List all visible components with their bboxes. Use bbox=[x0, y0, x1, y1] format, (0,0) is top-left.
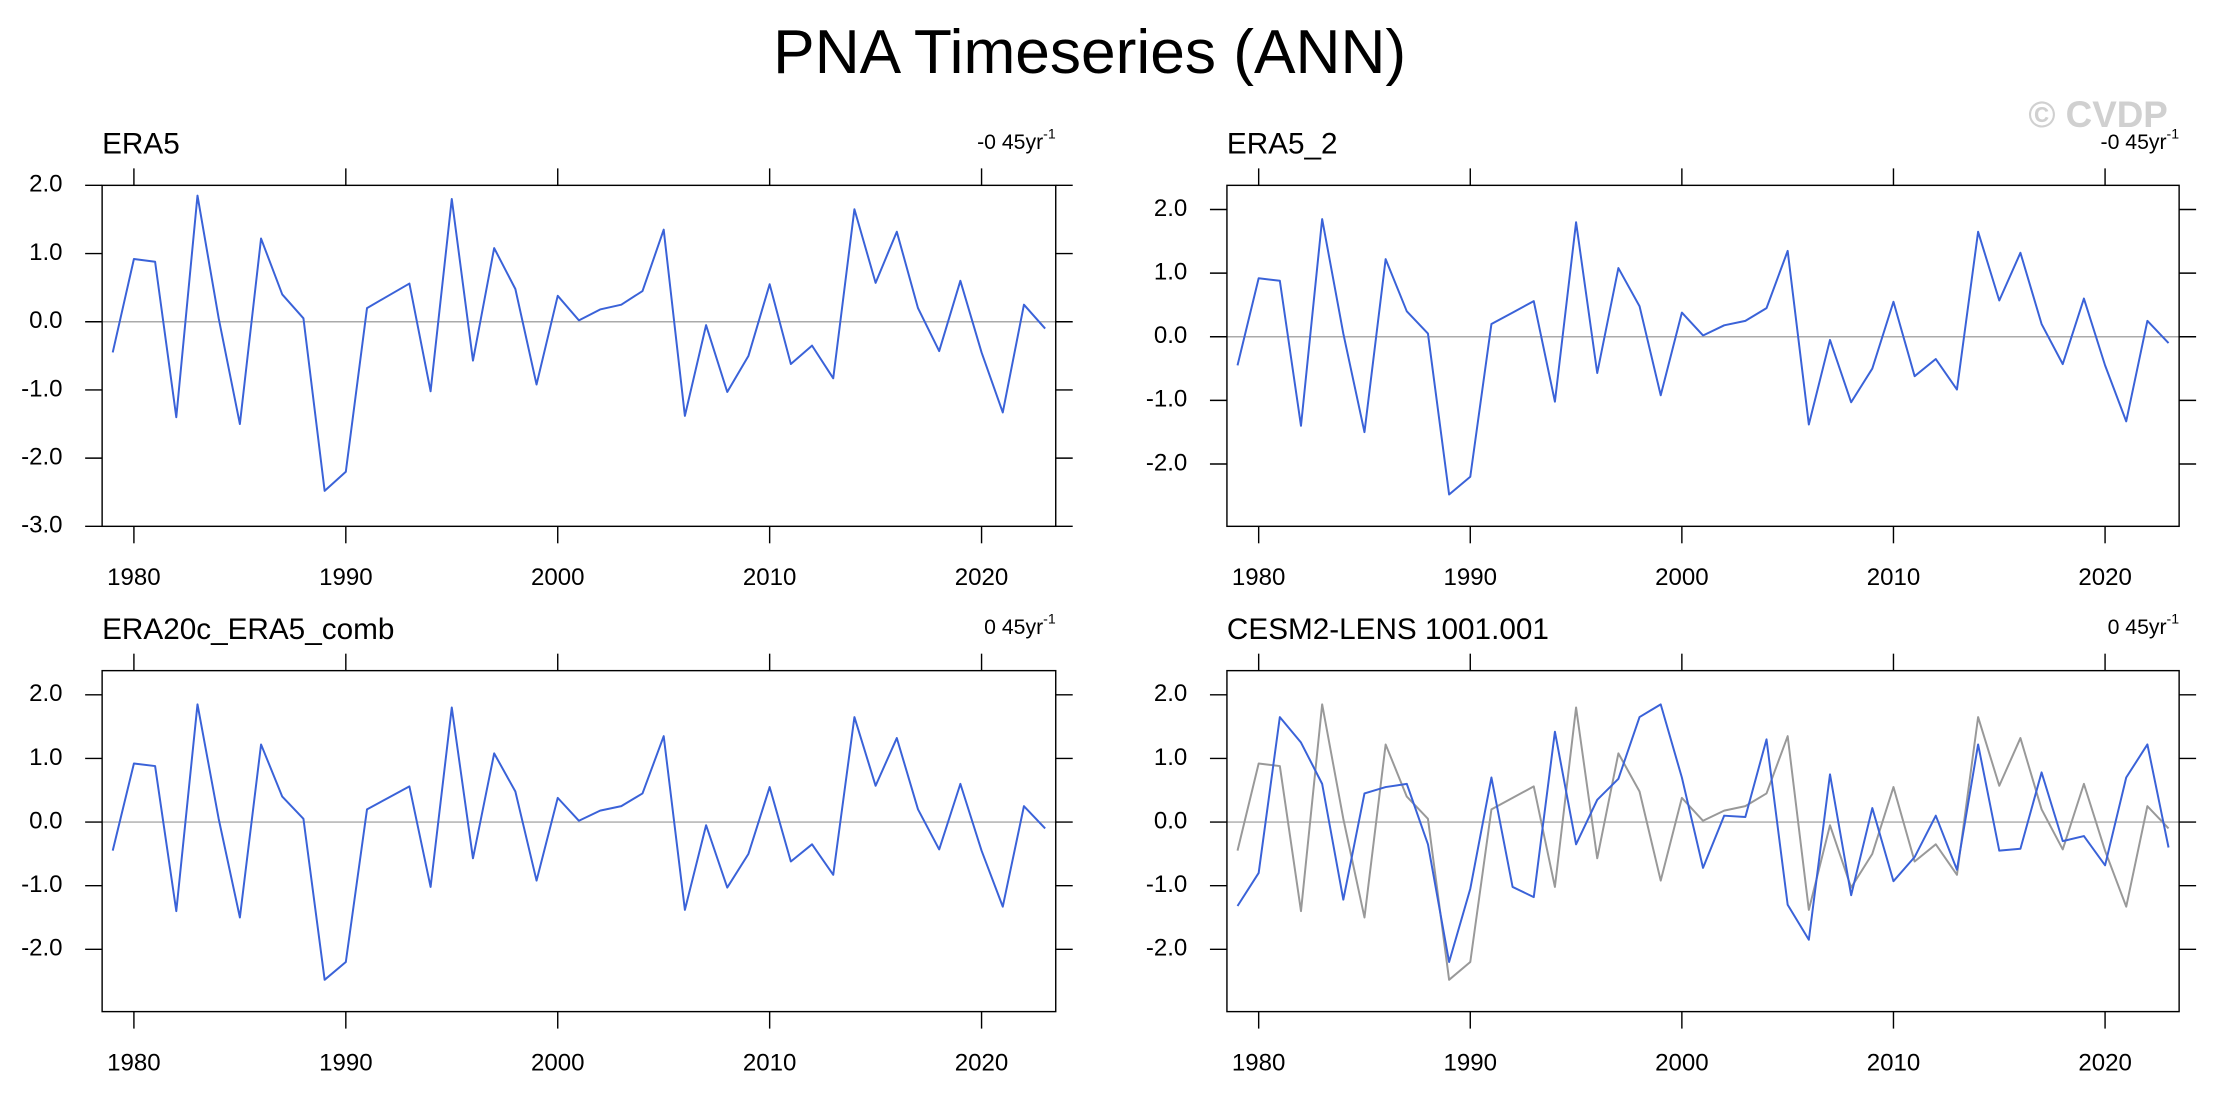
x-tick-label: 1990 bbox=[1444, 564, 1498, 591]
x-tick-label: 1990 bbox=[319, 564, 373, 591]
x-tick-label: 1980 bbox=[107, 564, 161, 591]
y-tick-label: -2.0 bbox=[21, 935, 62, 962]
x-tick-label: 2020 bbox=[2078, 1049, 2132, 1076]
plot-frame bbox=[101, 669, 1057, 1013]
y-tick-label: 2.0 bbox=[29, 171, 62, 198]
y-tick-label: 1.0 bbox=[29, 744, 62, 771]
trend-label: -0 45yr-1 bbox=[977, 125, 1056, 153]
y-tick-label: 1.0 bbox=[1154, 258, 1187, 285]
y-tick-label: 0.0 bbox=[1154, 807, 1187, 834]
y-tick-label: -2.0 bbox=[1146, 449, 1187, 476]
trend-label: -0 45yr-1 bbox=[2101, 125, 2180, 153]
y-tick-label: -3.0 bbox=[21, 512, 62, 539]
panel-title: CESM2-LENS 1001.001 bbox=[1227, 613, 1549, 646]
x-tick-label: 1980 bbox=[1232, 1049, 1285, 1076]
panel-title: ERA20c_ERA5_comb bbox=[102, 613, 394, 646]
x-tick-label: 2000 bbox=[531, 564, 584, 591]
trend-label: 0 45yr-1 bbox=[984, 610, 1056, 638]
trend-label: 0 45yr-1 bbox=[2108, 610, 2180, 638]
trend-exponent: -1 bbox=[1043, 610, 1056, 626]
series-line bbox=[1236, 703, 2170, 981]
trend-exponent: -1 bbox=[1043, 125, 1056, 141]
x-tick-label: 2000 bbox=[1655, 564, 1709, 591]
y-tick-label: 2.0 bbox=[1154, 195, 1187, 222]
y-tick-label: 1.0 bbox=[29, 239, 62, 266]
plot-frame bbox=[101, 184, 1057, 528]
x-tick-label: 2000 bbox=[1655, 1049, 1709, 1076]
x-tick-label: 2010 bbox=[1867, 564, 1920, 591]
series-line bbox=[111, 194, 1046, 492]
x-tick-label: 2020 bbox=[2078, 564, 2132, 591]
x-tick-label: 1990 bbox=[319, 1049, 373, 1076]
x-tick-label: 2020 bbox=[955, 564, 1009, 591]
x-tick-label: 2010 bbox=[743, 564, 797, 591]
x-tick-label: 2010 bbox=[1867, 1049, 1920, 1076]
y-tick-label: 0.0 bbox=[29, 307, 62, 334]
y-tick-label: -1.0 bbox=[21, 871, 62, 898]
y-tick-label: 1.0 bbox=[1154, 744, 1187, 771]
trend-text: -0 45yr bbox=[2101, 131, 2167, 154]
watermark: © CVDP bbox=[2028, 94, 2167, 135]
y-tick-label: -1.0 bbox=[1146, 386, 1187, 413]
x-tick-label: 1980 bbox=[107, 1049, 161, 1076]
trend-text: -0 45yr bbox=[977, 131, 1043, 154]
series-line bbox=[111, 703, 1046, 981]
x-tick-label: 2000 bbox=[531, 1049, 584, 1076]
y-tick-label: 0.0 bbox=[29, 807, 62, 834]
panel-title: ERA5_2 bbox=[1227, 128, 1338, 161]
y-tick-label: -2.0 bbox=[1146, 935, 1187, 962]
series-line bbox=[1236, 703, 2170, 963]
y-tick-label: -1.0 bbox=[1146, 871, 1187, 898]
plot-frame bbox=[1226, 669, 2180, 1013]
plot-frame bbox=[1226, 184, 2180, 528]
x-tick-label: 1980 bbox=[1232, 564, 1285, 591]
panel-title: ERA5 bbox=[102, 128, 180, 161]
trend-text: 0 45yr bbox=[2108, 616, 2167, 639]
trend-exponent: -1 bbox=[2167, 125, 2180, 141]
y-tick-label: -2.0 bbox=[21, 443, 62, 470]
trend-text: 0 45yr bbox=[984, 616, 1043, 639]
series-line bbox=[1236, 218, 2170, 496]
figure-title: PNA Timeseries (ANN) bbox=[773, 18, 1406, 87]
trend-exponent: -1 bbox=[2167, 610, 2180, 626]
x-tick-label: 2010 bbox=[743, 1049, 797, 1076]
x-tick-label: 2020 bbox=[955, 1049, 1009, 1076]
x-tick-label: 1990 bbox=[1444, 1049, 1498, 1076]
y-tick-label: -1.0 bbox=[21, 375, 62, 402]
y-tick-label: 0.0 bbox=[1154, 322, 1187, 349]
y-tick-label: 2.0 bbox=[29, 680, 62, 707]
y-tick-label: 2.0 bbox=[1154, 680, 1187, 707]
